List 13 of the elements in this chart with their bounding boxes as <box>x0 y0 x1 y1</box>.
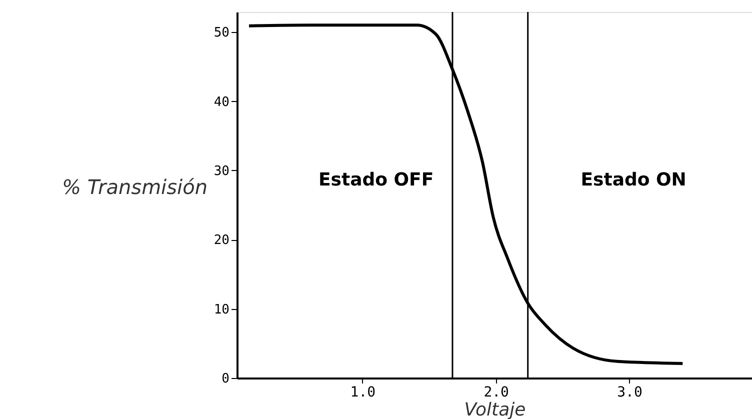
y-axis-title: % Transmisión <box>62 175 208 200</box>
y-tick-label: 40 <box>214 94 230 110</box>
annotation: Estado ON <box>580 169 686 190</box>
y-tick-label: 10 <box>214 302 230 318</box>
y-tick-label: 50 <box>214 26 230 41</box>
x-tick-label: 2.0 <box>484 384 509 400</box>
x-tick-label: 1.0 <box>350 384 376 400</box>
y-tick-label: 30 <box>214 164 230 179</box>
y-tick-label: 20 <box>214 233 230 248</box>
y-tick-label: 0 <box>222 372 230 386</box>
x-tick-label: 3.0 <box>617 384 642 400</box>
x-axis-title: Voltaje <box>464 400 526 419</box>
annotation: Estado OFF <box>318 169 434 190</box>
